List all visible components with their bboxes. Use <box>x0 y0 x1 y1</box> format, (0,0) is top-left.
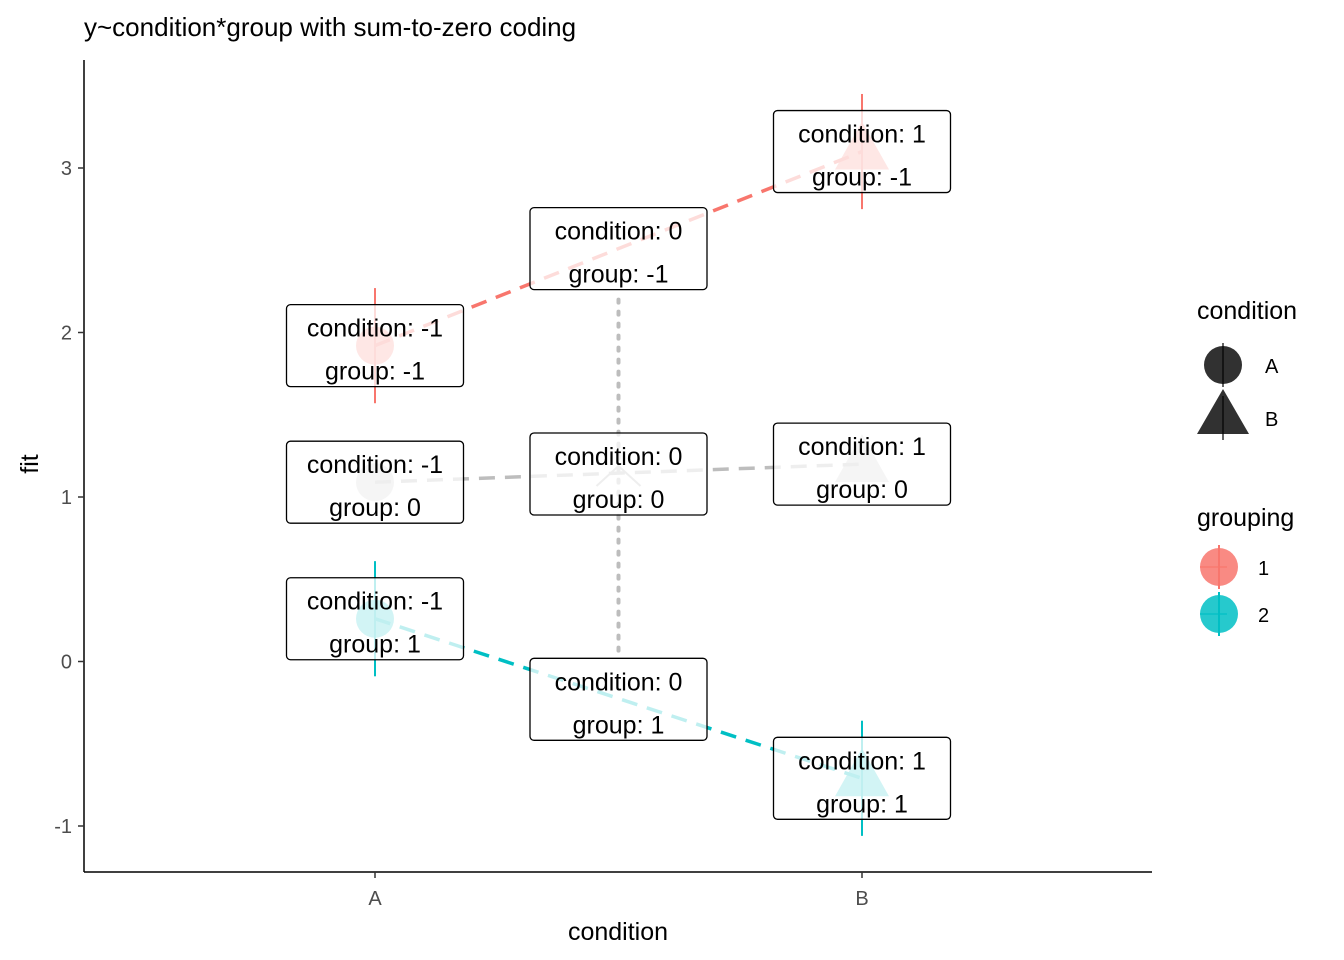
annotation-line-1: condition: -1 <box>307 315 443 343</box>
x-axis-label: condition <box>568 918 668 946</box>
annotation-line-2: group: 1 <box>573 711 665 739</box>
legend-label: B <box>1265 409 1278 431</box>
annotation-label: condition: 1 group: 0 <box>772 422 952 506</box>
annotation-line-2: group: 0 <box>573 486 665 514</box>
annotation-label: condition: -1 group: 0 <box>285 440 465 524</box>
annotation-line-2: group: -1 <box>325 358 425 386</box>
annotation-line-1: condition: 0 <box>555 443 683 471</box>
annotation-label: condition: -1 group: 1 <box>285 577 465 661</box>
x-tick-label: B <box>855 888 868 910</box>
legend-condition-items: AB <box>1197 343 1279 440</box>
annotation-line-2: group: -1 <box>568 261 668 289</box>
annotation-line-2: group: 1 <box>329 631 421 659</box>
legend-label: 2 <box>1258 605 1269 627</box>
y-tick-label: 0 <box>61 652 72 674</box>
annotation-line-1: condition: -1 <box>307 451 443 479</box>
y-axis-label: fit <box>16 454 44 474</box>
plot-area: condition: -1 group: -1 condition: -1 group… <box>285 93 952 836</box>
legend-label: 1 <box>1258 558 1269 580</box>
annotation-box <box>529 432 708 516</box>
legend-grouping-items: 12 <box>1200 545 1269 636</box>
annotation-line-2: group: 0 <box>329 494 421 522</box>
y-axis: -1 0 1 2 3 <box>54 60 85 872</box>
annotation-line-2: group: -1 <box>812 164 912 192</box>
annotation-label: condition: -1 group: -1 <box>285 304 465 388</box>
x-tick-label: A <box>368 888 382 910</box>
annotation-box <box>285 577 465 661</box>
annotation-label: condition: 1 group: 1 <box>772 736 952 820</box>
annotation-box <box>772 422 952 506</box>
annotation-label: condition: 0 group: 1 <box>529 657 708 741</box>
legend: condition AB grouping 12 <box>1197 297 1297 636</box>
annotation-box <box>529 657 708 741</box>
annotation-line-1: condition: 1 <box>798 747 926 775</box>
annotation-line-2: group: 0 <box>816 476 908 504</box>
annotation-box <box>285 440 465 524</box>
annotation-box <box>285 304 465 388</box>
y-tick-label: -1 <box>54 816 72 838</box>
y-tick-label: 3 <box>61 158 72 180</box>
annotation-line-1: condition: 0 <box>555 668 683 696</box>
y-tick-label: 1 <box>61 487 72 509</box>
legend-condition-title: condition <box>1197 297 1297 325</box>
annotation-line-1: condition: 0 <box>555 218 683 246</box>
y-tick-label: 2 <box>61 323 72 345</box>
annotation-box <box>772 736 952 820</box>
annotation-box <box>529 206 708 291</box>
legend-label: A <box>1265 356 1279 378</box>
annotation-line-1: condition: 1 <box>798 121 926 149</box>
annotation-line-1: condition: -1 <box>307 588 443 616</box>
annotation-label: condition: 1 group: -1 <box>772 109 952 194</box>
annotation-box <box>772 109 952 194</box>
annotation-line-2: group: 1 <box>816 790 908 818</box>
chart-title: y~condition*group with sum-to-zero codin… <box>84 12 576 42</box>
annotation-label: condition: 0 group: -1 <box>529 206 708 291</box>
annotation-line-1: condition: 1 <box>798 433 926 461</box>
legend-grouping-title: grouping <box>1197 504 1294 532</box>
annotation-label: condition: 0 group: 0 <box>529 432 708 516</box>
